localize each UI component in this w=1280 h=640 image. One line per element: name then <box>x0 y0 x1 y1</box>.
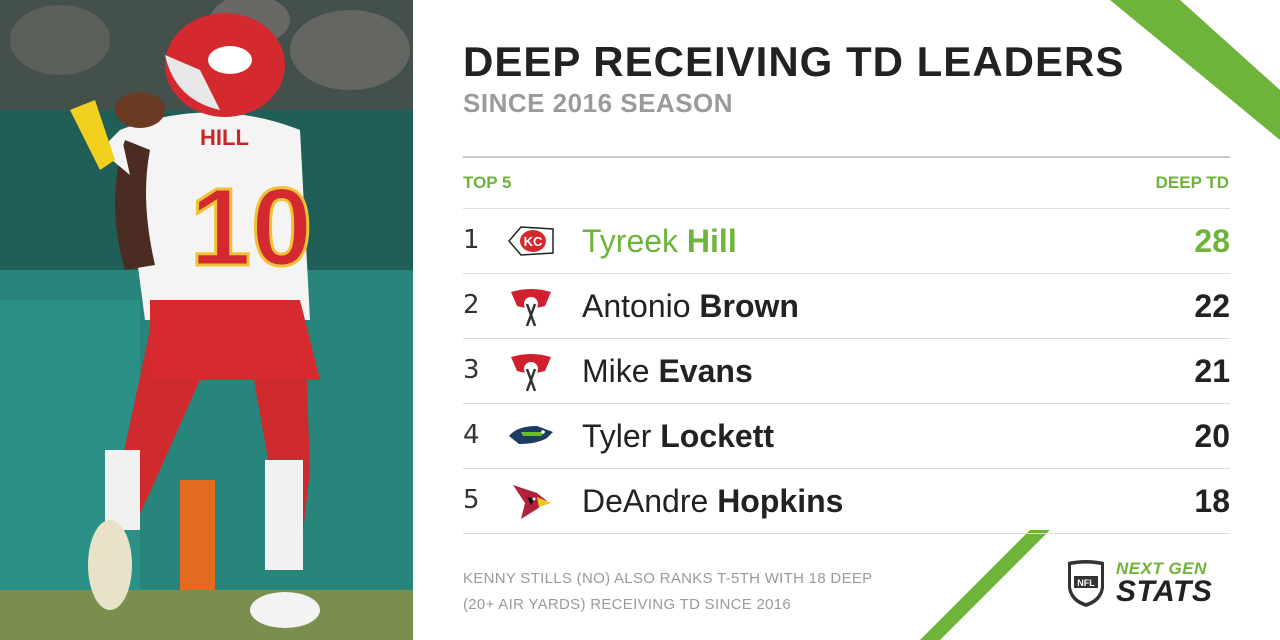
player-last-name: Brown <box>699 288 799 324</box>
deep-td-value: 22 <box>1194 288 1230 324</box>
player-last-name: Lockett <box>660 418 775 454</box>
player-name: Tyreek Hill <box>582 223 737 260</box>
brand-wordmark: NEXT GEN STATS <box>1116 560 1212 607</box>
jersey-number: 10 <box>190 166 312 289</box>
brand-line-2: STATS <box>1116 575 1213 608</box>
player-last-name: Hopkins <box>717 483 844 519</box>
player-first-name: Antonio <box>582 288 691 324</box>
player-name: Tyler Lockett <box>582 418 774 455</box>
footnote-line-2: (20+ AIR YARDS) RECEIVING TD SINCE 2016 <box>463 596 792 613</box>
player-photo-illustration: HILL 10 <box>0 0 413 640</box>
player-name: Mike Evans <box>582 353 753 390</box>
player-name: DeAndre Hopkins <box>582 483 843 520</box>
seahawks-logo-icon <box>509 426 553 444</box>
rank-number: 3 <box>463 355 480 385</box>
value-column-header: DEEP TD <box>1155 173 1229 192</box>
player-first-name: Tyler <box>582 418 652 454</box>
rank-number: 5 <box>463 485 480 515</box>
footnote-line-1: KENNY STILLS (NO) ALSO RANKS T-5TH WITH … <box>463 570 873 587</box>
chiefs-logo-icon: KC <box>508 226 554 256</box>
deep-td-value: 28 <box>1194 223 1230 259</box>
rank-number: 2 <box>463 290 480 320</box>
player-photo: HILL 10 <box>0 0 413 640</box>
player-name: Antonio Brown <box>582 288 799 325</box>
player-first-name: Tyreek <box>582 223 679 259</box>
svg-text:KC: KC <box>524 234 543 249</box>
deep-td-value: 20 <box>1194 418 1230 454</box>
rank-number: 1 <box>463 225 480 255</box>
header-divider <box>463 156 1230 158</box>
player-first-name: DeAndre <box>582 483 709 519</box>
page-subtitle: SINCE 2016 SEASON <box>463 88 734 118</box>
jersey-name: HILL <box>200 125 249 150</box>
leaders-table: 1 KC Tyreek Hill 28 2 Antonio Brown 22 3 <box>463 208 1230 534</box>
buccaneers-logo-icon <box>511 354 551 392</box>
buccaneers-logo-icon <box>511 289 551 327</box>
deep-td-value: 18 <box>1194 483 1230 519</box>
player-first-name: Mike <box>582 353 650 389</box>
svg-text:NFL: NFL <box>1077 578 1095 588</box>
page-title: DEEP RECEIVING TD LEADERS <box>463 38 1125 85</box>
cardinals-logo-icon <box>513 485 551 519</box>
table-row: 2 Antonio Brown 22 <box>463 273 1230 338</box>
rank-number: 4 <box>463 420 480 450</box>
nfl-shield-icon: NFL <box>1068 560 1104 607</box>
table-row: 4 Tyler Lockett 20 <box>463 403 1230 468</box>
brand-line-1: NEXT GEN <box>1116 559 1207 578</box>
accent-stripe-bottom <box>920 530 1050 640</box>
table-row: 1 KC Tyreek Hill 28 <box>463 208 1230 273</box>
player-last-name: Evans <box>658 353 753 389</box>
table-row: 3 Mike Evans 21 <box>463 338 1230 403</box>
rank-column-header: TOP 5 <box>463 173 512 192</box>
player-last-name: Hill <box>686 223 737 259</box>
accent-stripe-top <box>1110 0 1280 140</box>
footnote: KENNY STILLS (NO) ALSO RANKS T-5TH WITH … <box>463 566 933 618</box>
next-gen-stats-logo: NFL NEXT GEN STATS <box>1066 556 1236 612</box>
table-row: 5 DeAndre Hopkins 18 <box>463 468 1230 534</box>
deep-td-value: 21 <box>1194 353 1230 389</box>
